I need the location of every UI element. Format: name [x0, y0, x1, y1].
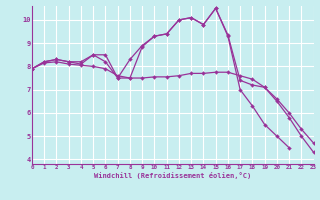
X-axis label: Windchill (Refroidissement éolien,°C): Windchill (Refroidissement éolien,°C): [94, 172, 252, 179]
